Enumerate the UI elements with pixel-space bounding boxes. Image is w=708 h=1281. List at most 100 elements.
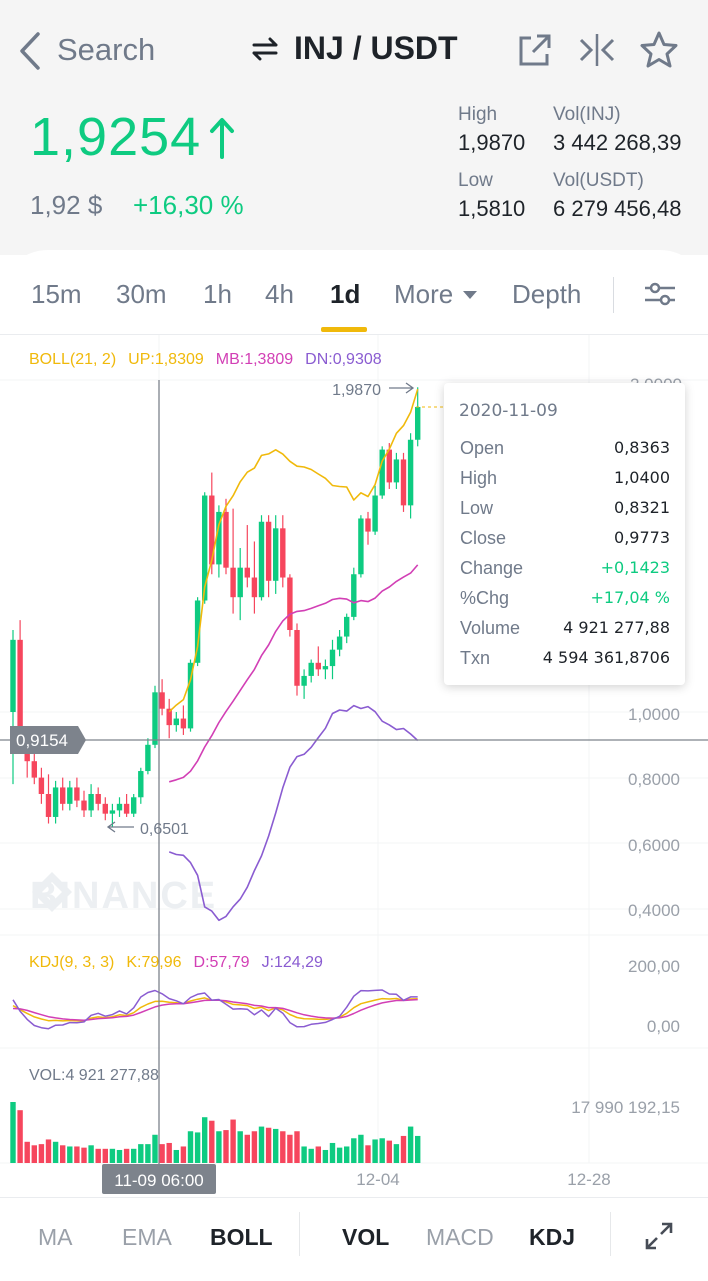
back-search-label[interactable]: Search xyxy=(57,32,156,67)
indicator-vol[interactable]: VOL xyxy=(342,1224,390,1250)
volume-bar xyxy=(102,1148,108,1163)
min-price-marker: 0,6501 xyxy=(106,821,189,838)
compare-icon[interactable] xyxy=(577,30,617,70)
crosshair-time-tag xyxy=(102,1164,216,1194)
tab-4h[interactable]: 4h xyxy=(265,279,294,309)
boll-label: BOLL(21, 2) xyxy=(29,351,116,368)
candle-body xyxy=(265,521,272,581)
boll-legend: BOLL(21, 2) UP:1,8309 MB:1,3809 DN:0,9308 xyxy=(29,351,382,368)
indicator-divider xyxy=(299,1212,300,1256)
volume-bar xyxy=(194,1132,201,1163)
candlestick-chart[interactable]: BINANCE BOLL(21, 2) UP:1,8309 MB:1,3809 DN:… xyxy=(0,335,708,1197)
tooltip-key: Txn xyxy=(460,648,491,668)
tooltip-value: 4 594 361,8706 xyxy=(542,648,670,667)
pair-selector[interactable]: INJ / USDT xyxy=(250,30,458,67)
volume-bar xyxy=(31,1145,37,1163)
indicator-ema[interactable]: EMA xyxy=(122,1224,172,1250)
tooltip-row: Txn 4 594 361,8706 xyxy=(460,648,670,670)
candle-body xyxy=(251,577,258,598)
active-tab-indicator xyxy=(321,327,367,332)
volume-bar xyxy=(415,1135,421,1163)
volume-bar xyxy=(173,1149,179,1163)
volume-bar xyxy=(329,1142,336,1163)
share-icon[interactable] xyxy=(515,30,555,70)
boll-dn: DN:0,9308 xyxy=(305,351,382,368)
volume-bar xyxy=(202,1117,208,1163)
volume-bar xyxy=(52,1141,59,1163)
volume-bar xyxy=(372,1139,378,1163)
candle-body xyxy=(358,518,364,575)
candle-body xyxy=(38,777,45,794)
indicator-divider xyxy=(610,1212,611,1256)
kdj-legend: KDJ(9, 3, 3) K:79,96 D:57,79 J:124,29 xyxy=(29,954,323,971)
candle-body xyxy=(230,567,236,598)
volume-bar xyxy=(45,1139,52,1163)
volume-bar xyxy=(230,1119,236,1163)
fiat-price: 1,92 $ xyxy=(30,190,103,220)
max-price-label: 1,9870 xyxy=(332,382,381,399)
candle-body xyxy=(123,803,130,814)
candle-body xyxy=(31,761,37,778)
volume-bar xyxy=(109,1148,116,1163)
volume-bar xyxy=(180,1146,187,1163)
candle-body xyxy=(187,662,194,729)
volume-bar xyxy=(166,1142,172,1163)
interval-tabs: 15m 30m 1h 4h 1d More Depth xyxy=(0,250,708,335)
indicator-macd[interactable]: MACD xyxy=(426,1224,494,1250)
indicator-boll[interactable]: BOLL xyxy=(210,1224,273,1250)
crosshair-price: 0,9154 xyxy=(16,731,68,750)
bollinger-bands xyxy=(168,388,419,922)
candle-body xyxy=(202,495,208,601)
tab-depth[interactable]: Depth xyxy=(512,279,582,309)
tab-1d[interactable]: 1d xyxy=(330,279,361,309)
indicator-kdj[interactable]: KDJ xyxy=(529,1224,576,1250)
volume-bar xyxy=(308,1148,314,1163)
tooltip-key: Low xyxy=(460,498,494,518)
candle-body xyxy=(180,718,187,729)
volume-bar xyxy=(315,1146,321,1163)
volume-bar xyxy=(244,1134,250,1163)
price-tick: 0,4000 xyxy=(628,901,680,920)
candle-body xyxy=(365,518,371,532)
tooltip-key: Volume xyxy=(460,618,521,638)
boll-lower-line xyxy=(168,704,419,922)
tooltip-row: Low 0,8321 xyxy=(460,498,670,520)
low-value: 1,5810 xyxy=(458,196,526,221)
star-icon[interactable] xyxy=(639,30,679,70)
kdj-lines xyxy=(12,989,418,1030)
volume-bar xyxy=(280,1131,286,1163)
vol-base-value: 3 442 268,39 xyxy=(553,130,682,155)
kdj-k: K:79,96 xyxy=(126,954,181,971)
tab-1h[interactable]: 1h xyxy=(203,279,232,309)
boll-upper-line xyxy=(168,388,419,713)
tooltip-row: Change +0,1423 xyxy=(460,558,670,580)
volume-bar xyxy=(294,1131,300,1163)
fullscreen-icon[interactable] xyxy=(644,1221,674,1251)
candle-body xyxy=(315,662,321,670)
volume-bar xyxy=(400,1135,407,1163)
caret-down-icon xyxy=(463,290,478,299)
candle-body xyxy=(52,787,59,817)
tooltip-row: Volume 4 921 277,88 xyxy=(460,618,670,640)
volume-bar xyxy=(38,1144,45,1163)
indicator-bar: MA EMA BOLL VOL MACD KDJ xyxy=(0,1197,708,1281)
crosshair: 0,9154 11-09 06:00 xyxy=(0,380,708,1194)
tab-more-label: More xyxy=(394,279,454,309)
tab-30m[interactable]: 30m xyxy=(116,279,167,309)
indicator-ma[interactable]: MA xyxy=(38,1224,73,1250)
candle-body xyxy=(209,495,215,565)
tab-15m[interactable]: 15m xyxy=(31,279,82,309)
tab-more[interactable]: More xyxy=(394,279,479,310)
back-arrow-icon[interactable] xyxy=(12,28,52,74)
tooltip-row: High 1,0400 xyxy=(460,468,670,490)
time-tick: 12-28 xyxy=(567,1170,610,1189)
candle-body xyxy=(258,521,265,598)
pair-title: INJ / USDT xyxy=(294,30,458,66)
crosshair-time: 11-09 06:00 xyxy=(114,1171,203,1190)
candle-body xyxy=(131,797,137,814)
candle-body xyxy=(81,800,87,811)
candle-body xyxy=(216,511,222,565)
chart-settings-icon[interactable] xyxy=(643,281,677,307)
volume-bar xyxy=(17,1110,23,1163)
candle-body xyxy=(336,636,343,650)
